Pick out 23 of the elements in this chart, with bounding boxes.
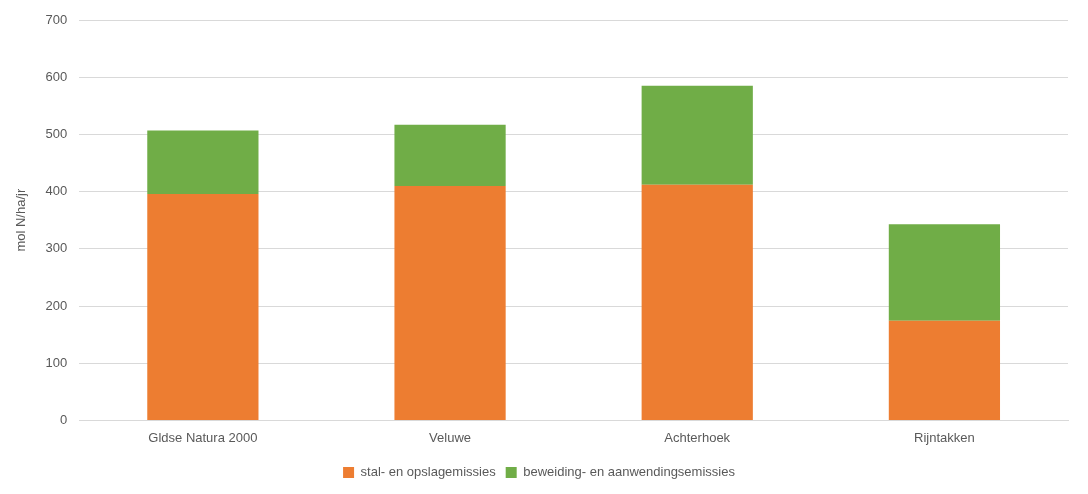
bar — [147, 193, 259, 420]
y-tick-label: 600 — [45, 68, 68, 84]
bar — [888, 224, 1001, 321]
bar — [147, 130, 259, 194]
y-tick-label: 200 — [45, 297, 68, 313]
y-axis-title: mol N/ha/jr — [13, 188, 29, 252]
y-tick-label: 400 — [45, 183, 68, 199]
legend-label: stal- en opslagemissies — [360, 464, 497, 480]
bar — [641, 184, 753, 420]
legend-label: beweiding- en aanwendingsemissies — [523, 464, 736, 480]
y-tick-label: 100 — [45, 354, 68, 370]
y-tick-label: 700 — [45, 11, 68, 27]
bar — [641, 85, 753, 185]
bar — [888, 320, 1001, 420]
y-tick-label: 500 — [45, 125, 68, 141]
x-tick-label: Veluwe — [429, 429, 472, 445]
y-tick-label: 300 — [45, 240, 68, 256]
x-tick-label: Gldse Natura 2000 — [148, 429, 258, 445]
x-tick-label: Achterhoek — [664, 429, 731, 445]
y-tick-label: 0 — [60, 411, 68, 427]
bar — [394, 185, 506, 420]
x-tick-label: Rijntakken — [914, 429, 975, 445]
bar — [394, 124, 506, 186]
